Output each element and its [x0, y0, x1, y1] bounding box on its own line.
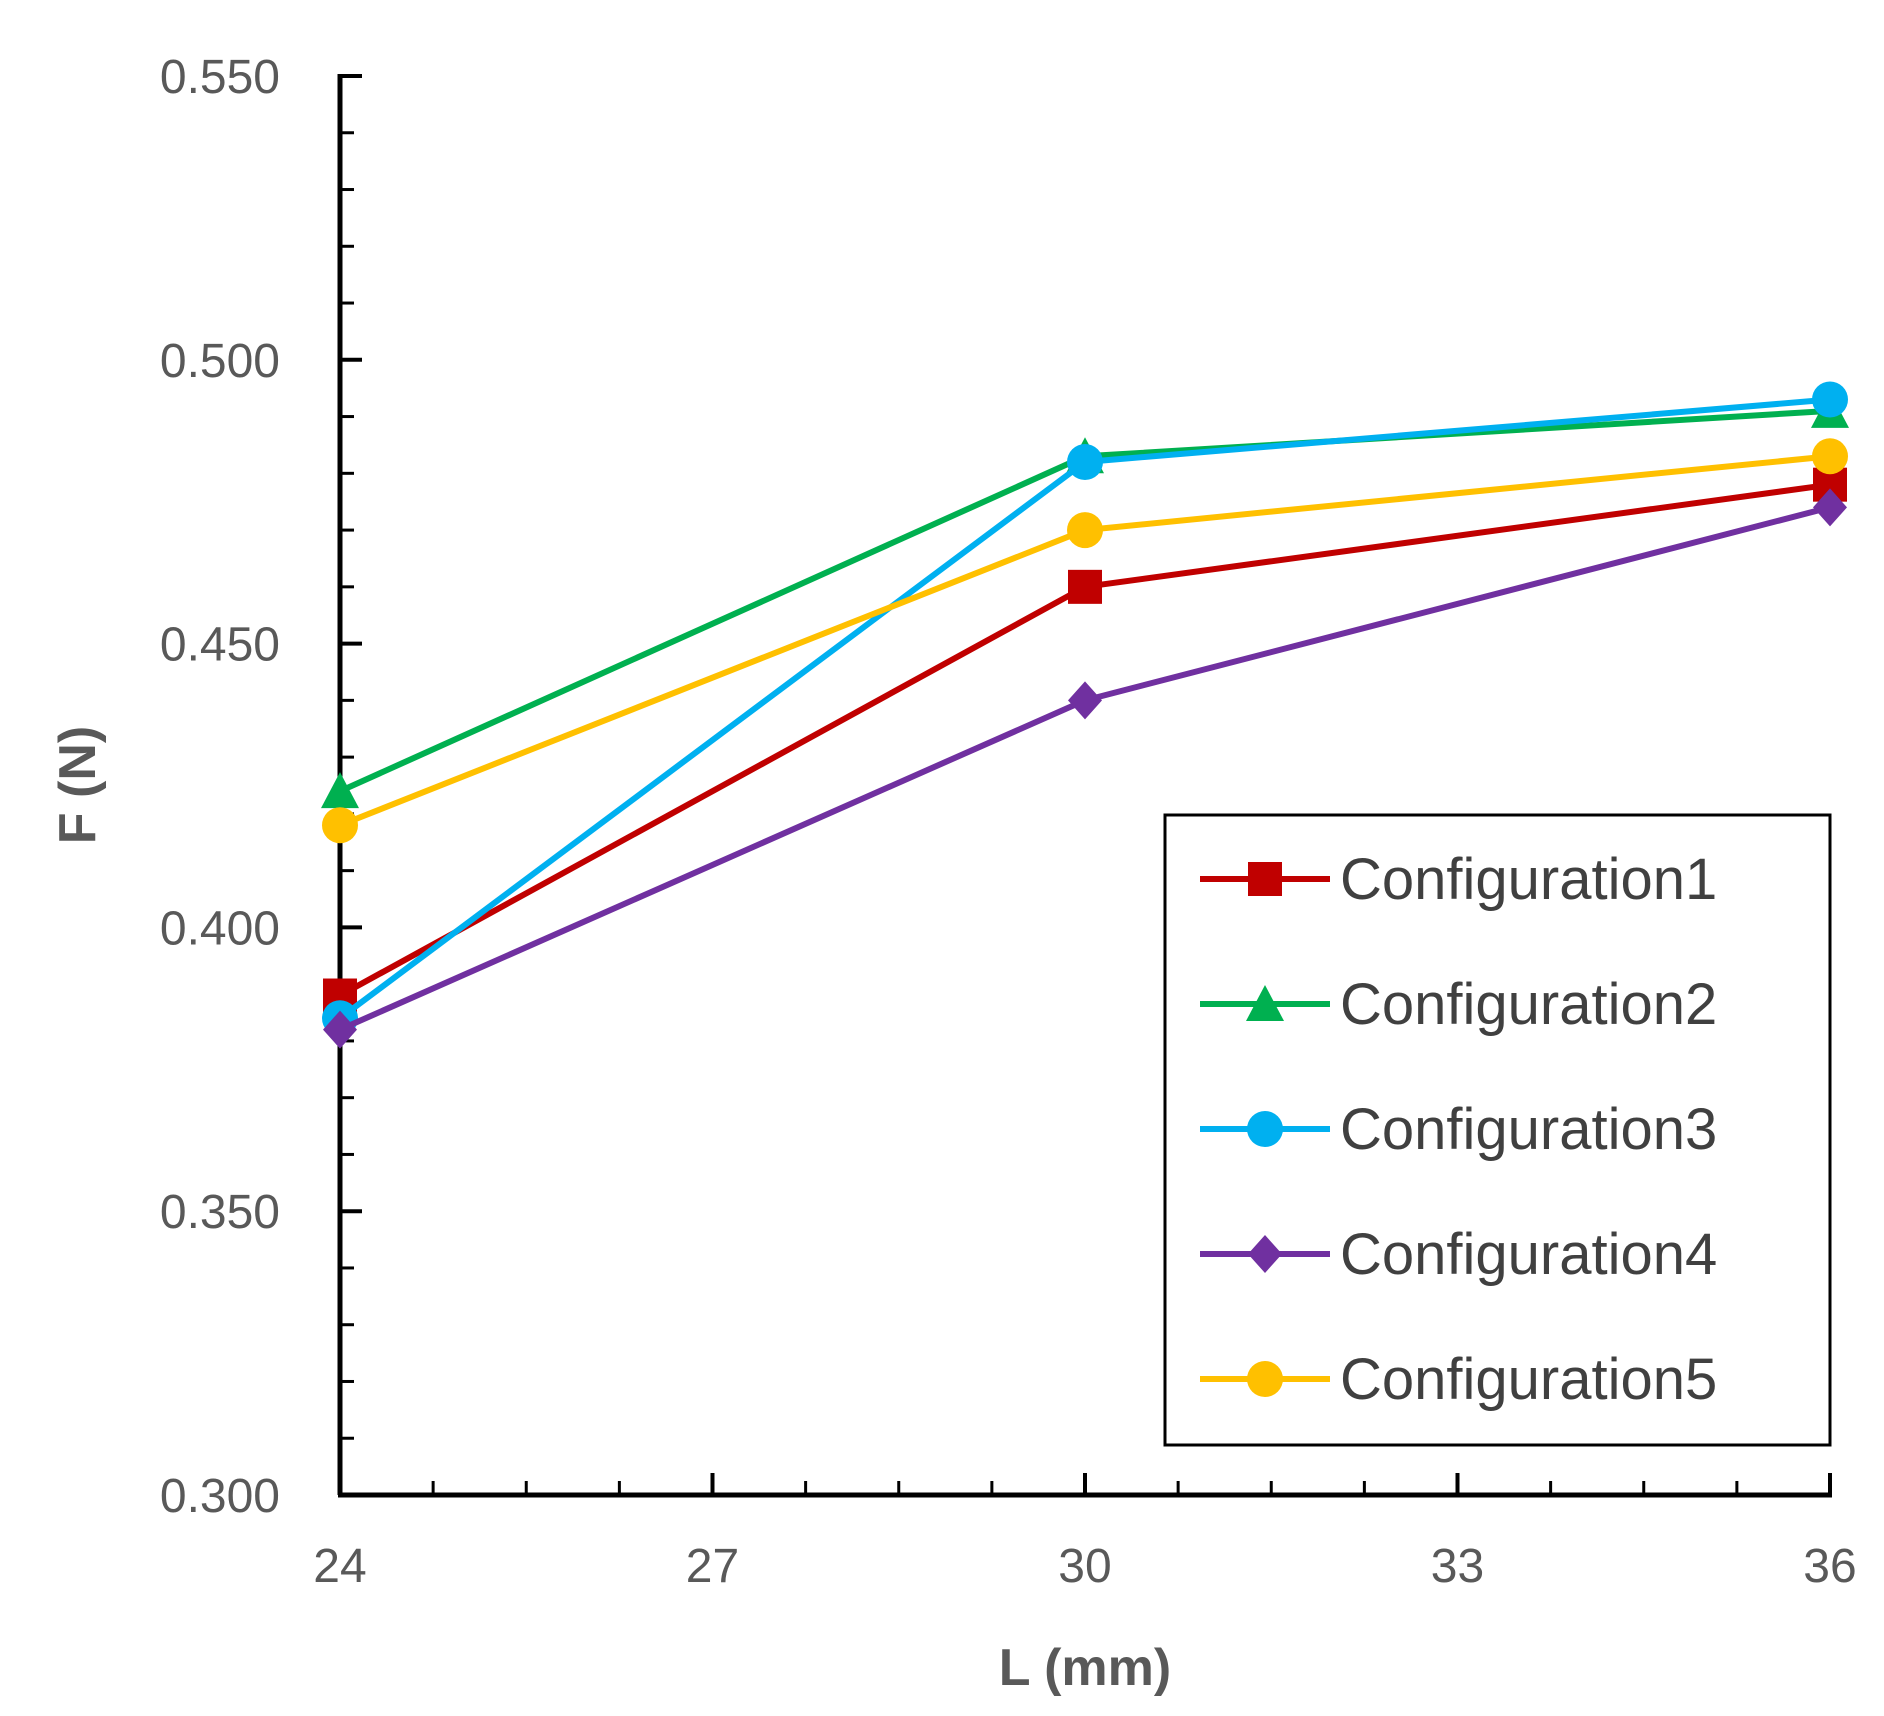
data-point [1812, 381, 1848, 418]
y-tick-label: 0.550 [160, 51, 280, 104]
legend-entry: Configuration4 [1200, 1222, 1717, 1287]
legend-marker [1248, 1235, 1282, 1273]
data-point [1812, 438, 1848, 475]
y-tick-label: 0.500 [160, 335, 280, 388]
legend-marker [1247, 1361, 1283, 1397]
legend-label: Configuration3 [1340, 1097, 1717, 1162]
series-line [338, 453, 1831, 829]
data-point [1067, 512, 1103, 549]
legend-marker [1248, 862, 1282, 896]
x-tick-label: 24 [313, 1540, 366, 1593]
legend-entry: Configuration5 [1200, 1347, 1717, 1412]
legend-entry: Configuration3 [1200, 1097, 1717, 1162]
y-tick-label: 0.300 [160, 1470, 280, 1523]
x-tick-label: 27 [686, 1540, 739, 1593]
data-point [1813, 488, 1847, 527]
data-point [322, 807, 358, 844]
legend-label: Configuration4 [1340, 1222, 1717, 1287]
series-lines [321, 381, 1849, 1049]
legend-marker [1246, 985, 1284, 1021]
legend-label: Configuration5 [1340, 1347, 1717, 1412]
x-tick-label: 30 [1058, 1540, 1111, 1593]
y-axis-title: F (N) [49, 726, 107, 844]
y-tick-label: 0.400 [160, 902, 280, 955]
x-tick-label: 36 [1803, 1540, 1856, 1593]
data-point [1068, 681, 1102, 720]
legend-label: Configuration1 [1340, 847, 1717, 912]
series-5 [322, 438, 1848, 844]
series-4 [323, 488, 1847, 1049]
x-axis-title: L (mm) [999, 1639, 1171, 1697]
legend-marker [1247, 1111, 1283, 1147]
legend-entry: Configuration2 [1200, 972, 1717, 1037]
series-1 [323, 467, 1847, 1013]
y-tick-label: 0.450 [160, 619, 280, 672]
legend: Configuration1 Configuration2 Configuratio… [1163, 813, 1832, 1447]
axes: 0.300 0.350 0.400 0.450 0.500 0.550 24 27 30 33 36 [160, 51, 1857, 1593]
data-point [1068, 569, 1102, 604]
data-point [1067, 443, 1103, 480]
series-3 [322, 381, 1848, 1037]
y-tick-label: 0.350 [160, 1186, 280, 1239]
legend-entry: Configuration1 [1200, 847, 1717, 912]
x-tick-label: 33 [1431, 1540, 1484, 1593]
legend-label: Configuration2 [1340, 972, 1717, 1037]
data-point [321, 772, 359, 809]
data-point [323, 1010, 357, 1049]
